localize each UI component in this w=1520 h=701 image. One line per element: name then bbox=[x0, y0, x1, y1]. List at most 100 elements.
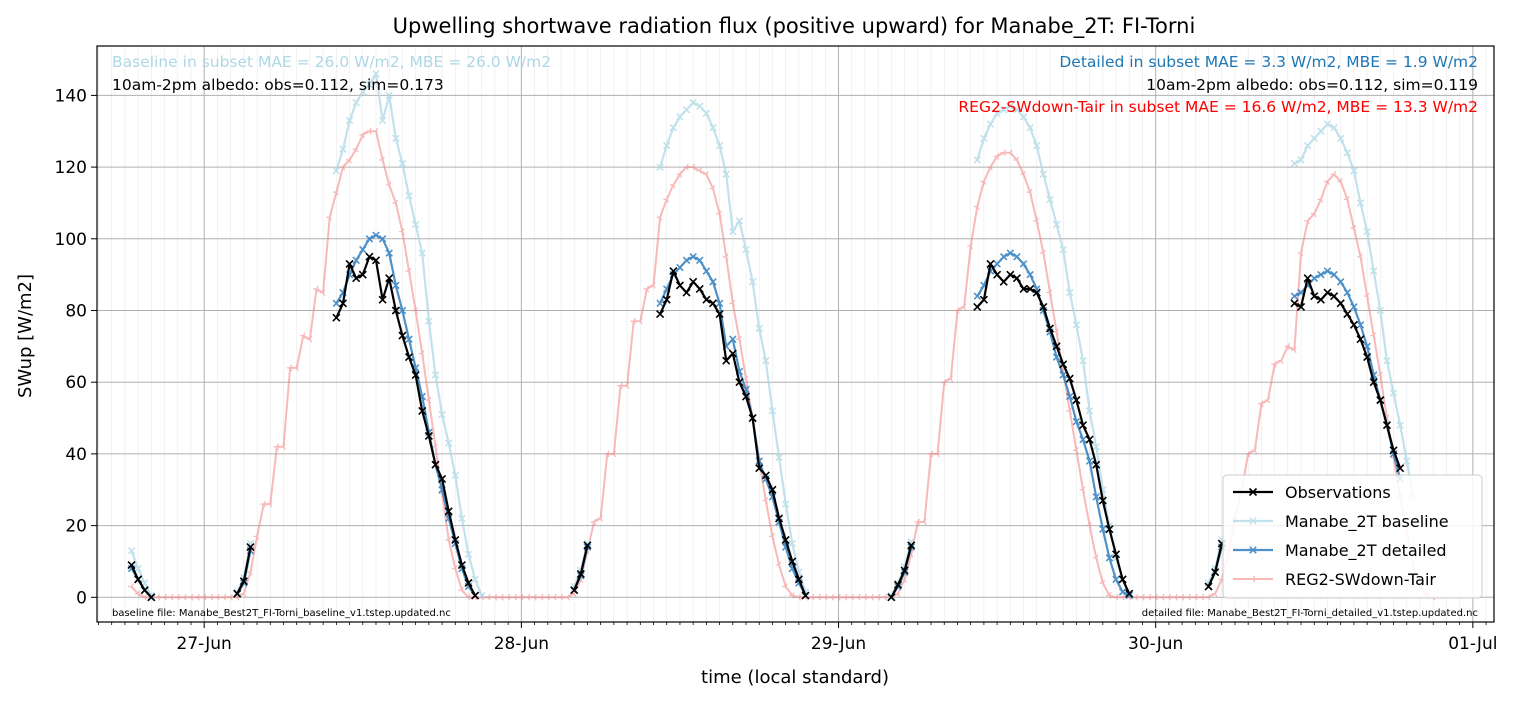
data-point-manabe-2t-detailed bbox=[1336, 278, 1345, 286]
data-point-manabe-2t-detailed bbox=[398, 306, 407, 315]
legend-marker bbox=[1249, 517, 1257, 525]
data-point-reg2-swdown-tair bbox=[134, 590, 141, 598]
data-point-manabe-2t-baseline bbox=[425, 317, 433, 326]
data-point-observations bbox=[1376, 396, 1385, 405]
data-point-observations bbox=[134, 575, 143, 584]
data-point-reg2-swdown-tair bbox=[247, 568, 253, 576]
data-point-observations bbox=[755, 464, 764, 473]
legend: Observations Manabe_2T baseline Manabe_2T … bbox=[1222, 474, 1483, 599]
data-point-reg2-swdown-tair bbox=[194, 593, 200, 601]
legend-marker bbox=[1248, 487, 1258, 497]
data-point-reg2-swdown-tair bbox=[484, 593, 491, 601]
data-point-observations bbox=[398, 331, 407, 340]
data-point-reg2-swdown-tair bbox=[365, 127, 372, 135]
data-point-manabe-2t-baseline bbox=[385, 91, 393, 100]
baseline-stats-annotation: Baseline in subset MAE = 26.0 W/m2, MBE … bbox=[112, 53, 551, 71]
data-point-observations bbox=[1343, 310, 1352, 319]
data-point-manabe-2t-baseline bbox=[1369, 267, 1378, 275]
data-point-reg2-swdown-tair bbox=[537, 593, 544, 601]
data-point-reg2-swdown-tair bbox=[339, 163, 346, 171]
data-point-manabe-2t-detailed bbox=[378, 235, 387, 243]
data-point-manabe-2t-baseline bbox=[1389, 389, 1398, 397]
data-point-reg2-swdown-tair bbox=[1191, 593, 1198, 601]
data-point-observations bbox=[761, 471, 770, 480]
data-point-manabe-2t-baseline bbox=[372, 70, 380, 78]
data-point-manabe-2t-detailed bbox=[365, 235, 374, 243]
x-tick-label: 28-Jun bbox=[494, 634, 549, 654]
data-point-manabe-2t-detailed bbox=[332, 299, 341, 308]
data-point-manabe-2t-baseline bbox=[1066, 288, 1074, 297]
data-point-reg2-swdown-tair bbox=[399, 228, 405, 236]
data-point-manabe-2t-baseline bbox=[1059, 245, 1067, 254]
data-point-manabe-2t-detailed bbox=[1066, 392, 1074, 401]
data-point-manabe-2t-detailed bbox=[1317, 270, 1325, 279]
y-tick-label: 120 bbox=[55, 158, 87, 178]
data-point-manabe-2t-baseline bbox=[147, 591, 156, 600]
data-point-manabe-2t-detailed bbox=[993, 260, 1001, 268]
data-point-observations bbox=[708, 299, 718, 308]
data-point-reg2-swdown-tair bbox=[326, 213, 333, 221]
data-point-reg2-swdown-tair bbox=[227, 593, 233, 601]
data-point-observations bbox=[239, 577, 248, 586]
legend-marker bbox=[1249, 575, 1256, 583]
data-point-reg2-swdown-tair bbox=[1026, 188, 1033, 196]
data-point-reg2-swdown-tair bbox=[821, 593, 828, 601]
data-point-manabe-2t-baseline bbox=[1323, 120, 1332, 128]
data-point-observations bbox=[1072, 396, 1081, 405]
data-point-reg2-swdown-tair bbox=[1376, 371, 1383, 379]
legend-label-reg2-swdown-tair: REG2-SWdown-Tair bbox=[1285, 570, 1436, 589]
baseline-albedo-annotation: 10am-2pm albedo: obs=0.112, sim=0.173 bbox=[112, 76, 444, 94]
data-point-observations bbox=[1310, 292, 1319, 301]
x-axis-label: time (local standard) bbox=[701, 667, 889, 688]
data-point-manabe-2t-detailed bbox=[656, 299, 664, 308]
data-point-reg2-swdown-tair bbox=[1145, 593, 1152, 601]
reg2-stats-annotation: REG2-SWdown-Tair in subset MAE = 16.6 W/… bbox=[958, 98, 1478, 116]
data-point-manabe-2t-detailed bbox=[392, 281, 400, 290]
data-point-manabe-2t-detailed bbox=[1112, 575, 1120, 584]
detailed-albedo-annotation: 10am-2pm albedo: obs=0.112, sim=0.119 bbox=[1146, 76, 1478, 94]
legend-label-manabe-2t-baseline: Manabe_2T baseline bbox=[1285, 512, 1449, 532]
data-point-manabe-2t-baseline bbox=[398, 159, 407, 168]
y-tick-label: 140 bbox=[55, 86, 87, 106]
data-point-reg2-swdown-tair bbox=[187, 593, 194, 601]
data-point-observations bbox=[570, 586, 579, 595]
data-point-reg2-swdown-tair bbox=[1086, 522, 1092, 529]
data-point-reg2-swdown-tair bbox=[630, 317, 636, 325]
data-point-observations bbox=[788, 557, 797, 566]
data-point-reg2-swdown-tair bbox=[240, 590, 247, 598]
data-point-reg2-swdown-tair bbox=[954, 307, 960, 314]
data-point-reg2-swdown-tair bbox=[835, 593, 841, 601]
data-point-reg2-swdown-tair bbox=[861, 593, 868, 601]
data-point-reg2-swdown-tair bbox=[332, 188, 339, 196]
data-point-manabe-2t-baseline bbox=[1039, 170, 1048, 179]
data-point-reg2-swdown-tair bbox=[1304, 217, 1310, 225]
data-point-manabe-2t-baseline bbox=[748, 278, 757, 286]
data-point-manabe-2t-baseline bbox=[1072, 321, 1081, 329]
data-point-reg2-swdown-tair bbox=[1297, 249, 1304, 257]
data-point-observations bbox=[1396, 464, 1405, 473]
data-point-manabe-2t-detailed bbox=[973, 292, 982, 300]
data-point-reg2-swdown-tair bbox=[425, 396, 432, 404]
y-tick-label: 0 bbox=[76, 588, 87, 608]
series-line-observations bbox=[335, 255, 477, 597]
data-point-reg2-swdown-tair bbox=[511, 593, 518, 601]
data-point-observations bbox=[411, 370, 420, 380]
plot-area bbox=[96, 45, 1495, 623]
data-point-observations bbox=[358, 270, 367, 279]
data-point-manabe-2t-baseline bbox=[418, 249, 427, 257]
data-point-manabe-2t-baseline bbox=[768, 407, 777, 415]
data-point-reg2-swdown-tair bbox=[1337, 178, 1343, 185]
data-point-observations bbox=[576, 569, 585, 579]
legend-swatch-reg2-swdown-tair bbox=[1233, 575, 1273, 583]
data-point-manabe-2t-baseline bbox=[715, 141, 724, 150]
series-reg2-swdown-tair bbox=[128, 127, 1436, 601]
data-point-reg2-swdown-tair bbox=[1139, 593, 1145, 601]
series-line-manabe-2t-detailed bbox=[335, 234, 476, 597]
data-point-manabe-2t-baseline bbox=[999, 105, 1008, 114]
data-point-observations bbox=[662, 295, 671, 304]
data-point-manabe-2t-baseline bbox=[1019, 113, 1028, 121]
data-point-manabe-2t-detailed bbox=[385, 249, 393, 257]
data-point-manabe-2t-detailed bbox=[1290, 292, 1299, 300]
data-point-reg2-swdown-tair bbox=[696, 167, 703, 175]
data-point-reg2-swdown-tair bbox=[1198, 593, 1205, 601]
